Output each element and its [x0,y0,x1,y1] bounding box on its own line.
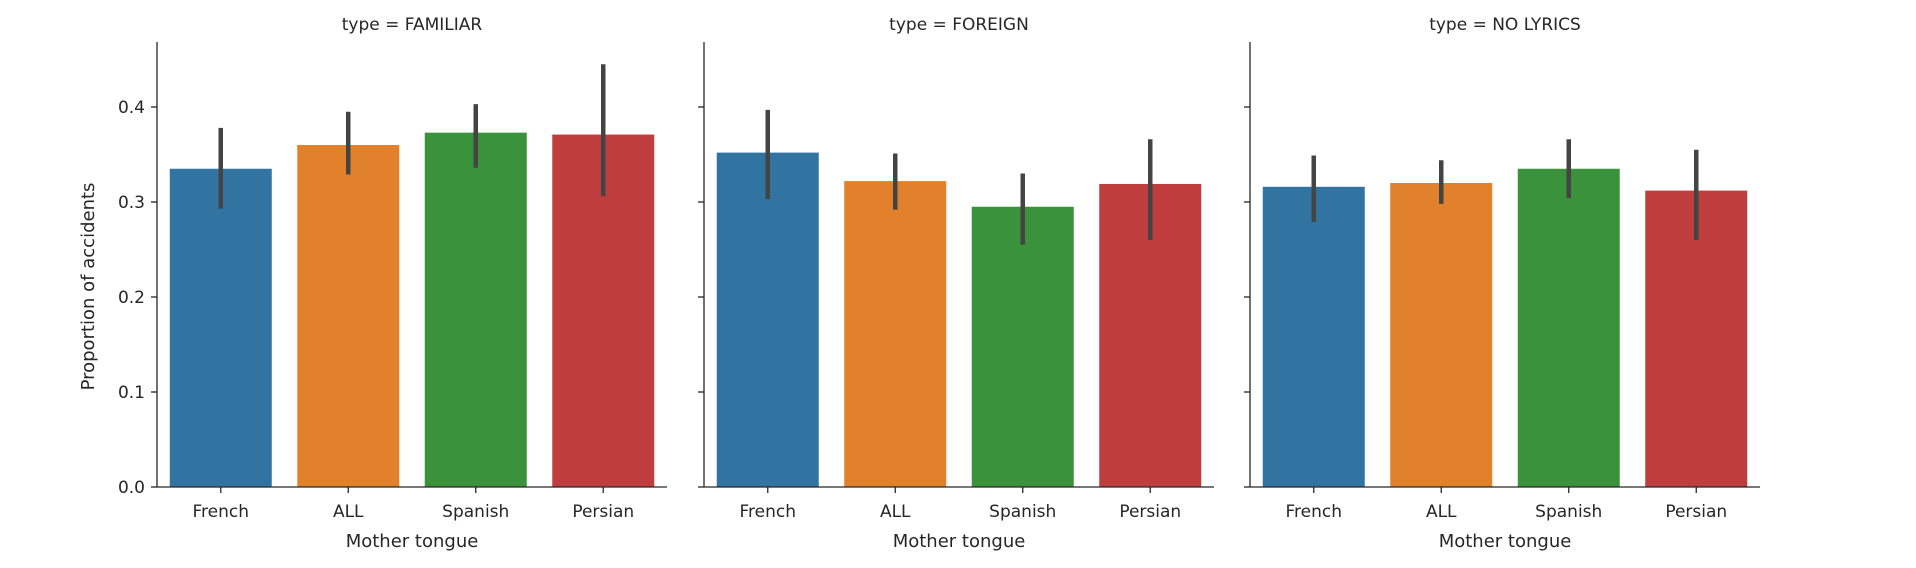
y-tick-label: 0.3 [118,193,145,213]
x-tick-label: Spanish [989,502,1056,522]
bar [297,145,400,487]
x-tick-label: Persian [572,502,634,522]
bar [1517,168,1620,487]
x-axis-label: Mother tongue [893,531,1026,552]
y-tick-label: 0.2 [118,288,145,308]
x-tick-label: ALL [1426,502,1457,522]
x-tick-label: French [1285,502,1342,522]
x-tick-label: French [192,502,249,522]
x-tick-label: Spanish [442,502,509,522]
x-tick-label: Spanish [1535,502,1602,522]
panel-title: type = FOREIGN [889,15,1029,35]
y-tick-label: 0.4 [118,98,145,118]
panel-title: type = FAMILIAR [342,15,483,35]
chart-panel: type = FAMILIAR French ALL Spanish Persian 0.… [78,15,667,552]
y-tick-label: 0.1 [118,383,145,403]
y-tick-label: 0.0 [118,478,145,498]
chart-panel: type = FOREIGN French ALL Spanish Persian Mot… [698,15,1214,552]
panel-title: type = NO LYRICS [1429,15,1581,35]
x-axis-label: Mother tongue [1439,531,1572,552]
x-tick-label: Persian [1119,502,1181,522]
bar [844,181,947,487]
bar [424,132,527,487]
bar [1262,186,1365,488]
bar [1390,183,1493,487]
x-tick-label: Persian [1665,502,1727,522]
bar [716,152,819,487]
x-tick-label: ALL [333,502,364,522]
chart-panel: type = NO LYRICS French ALL Spanish Persian M… [1244,15,1760,552]
bar [169,168,272,487]
x-tick-label: French [739,502,796,522]
x-tick-label: ALL [880,502,911,522]
bar [971,206,1074,487]
x-axis-label: Mother tongue [346,531,479,552]
y-axis-label: Proportion of accidents [78,183,99,391]
